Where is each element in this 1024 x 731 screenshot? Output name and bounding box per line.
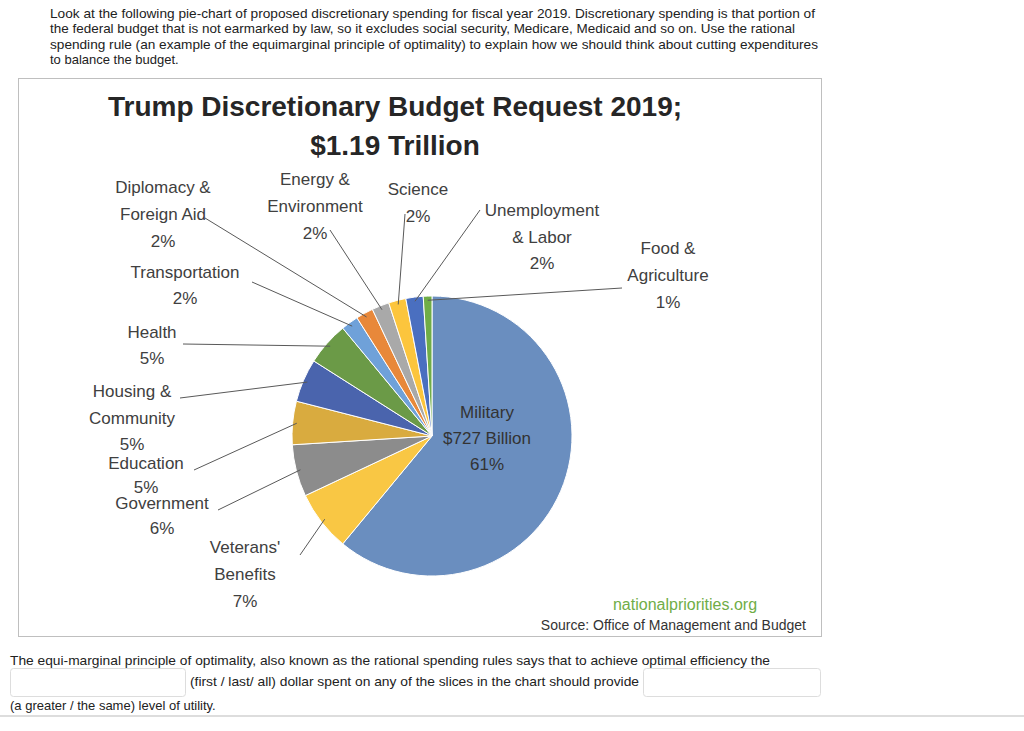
slice-label-line: Unemployment [485, 201, 600, 220]
question-line: to balance the budget. [50, 52, 179, 67]
slice-label: Health [127, 323, 176, 342]
chart-frame [19, 79, 822, 637]
slice-label-line: Veterans' [210, 538, 280, 557]
background [0, 0, 1024, 731]
slice-label: Military [460, 403, 514, 422]
page: Look at the following pie-chart of propo… [0, 0, 1024, 731]
data-label: 2% [151, 232, 176, 251]
labels: Military $727 Billion 61% Veterans' Benefits… [89, 170, 709, 611]
slice-label-line: Foreign Aid [120, 205, 206, 224]
slice-label-line: Diplomacy & [115, 178, 211, 197]
slice-label-line: Environment [267, 197, 363, 216]
slice-label: Diplomacy & Foreign Aid [115, 178, 211, 224]
data-label: 2% [173, 289, 198, 308]
pie-slice [292, 436, 432, 496]
slice-label: Food & Agriculture [627, 239, 708, 285]
divider [0, 715, 1024, 717]
answer-input[interactable] [644, 669, 821, 697]
slice-label-line: Science [388, 180, 448, 199]
data-label: 6% [150, 519, 175, 538]
slice-label: Transportation [131, 263, 240, 282]
credit-site: nationalpriorities.org [613, 596, 757, 613]
leader-line [330, 230, 382, 310]
slice-label: Government [115, 494, 209, 513]
slice-label-line: Agriculture [627, 266, 708, 285]
chart-subtitle: $1.19 Trillion [310, 130, 480, 161]
slice-label-line: Food & [641, 239, 696, 258]
leader-line [218, 470, 300, 510]
leader-line [180, 382, 307, 398]
slice-label: Veterans' Benefits [210, 538, 280, 584]
slice-label: Education [108, 454, 184, 473]
leader-line [415, 210, 480, 301]
question-line: the federal budget that is not earmarked… [50, 21, 795, 36]
question-line: spending rule (an example of the equimar… [50, 37, 819, 52]
pie [292, 296, 572, 576]
prompt-line: (first / last/ all) dollar spent on any … [190, 674, 639, 689]
data-label: 5% [120, 435, 145, 454]
prompt-line: The equi-marginal principle of optimalit… [10, 653, 770, 668]
annotation: $727 Billion [443, 429, 531, 448]
slice-label-line: Education [108, 454, 184, 473]
slice-label: Unemployment & Labor [485, 201, 600, 247]
leader-line [398, 214, 405, 304]
pie-slice [423, 296, 432, 436]
data-label: 5% [140, 349, 165, 368]
data-label: 7% [233, 592, 258, 611]
slice-label-line: Housing & [93, 382, 172, 401]
data-label: 2% [530, 254, 555, 273]
leader-line [252, 282, 352, 326]
slice-label-line: Transportation [131, 263, 240, 282]
data-label: 61% [470, 455, 504, 474]
leader-line [300, 519, 325, 555]
chart-title: Trump Discretionary Budget Request 2019; [108, 91, 682, 122]
slice-label-line: & Labor [512, 228, 572, 247]
prompt-line: (a greater / the same) level of utility. [10, 698, 216, 713]
credit-source: Source: Office of Management and Budget [541, 617, 806, 633]
data-label: 2% [303, 224, 328, 243]
slice-label: Housing & Community [89, 382, 175, 428]
leader-line [183, 344, 330, 346]
data-label: 2% [406, 207, 431, 226]
leader-line [205, 218, 367, 317]
slice-label: Science [388, 180, 448, 199]
slice-label-line: Health [127, 323, 176, 342]
pie-slice [406, 296, 432, 436]
leader-line [428, 288, 622, 300]
slice-label-line: Community [89, 409, 175, 428]
question-line: Look at the following pie-chart of propo… [50, 6, 815, 21]
data-label: 1% [656, 293, 681, 312]
slice-label-line: Benefits [214, 565, 275, 584]
slice-label-line: Government [115, 494, 209, 513]
leader-line [194, 423, 297, 470]
slice-label: Energy & Environment [267, 170, 363, 216]
answer-input[interactable] [11, 669, 186, 697]
data-label: 5% [134, 478, 159, 497]
slice-label-line: Energy & [280, 170, 351, 189]
